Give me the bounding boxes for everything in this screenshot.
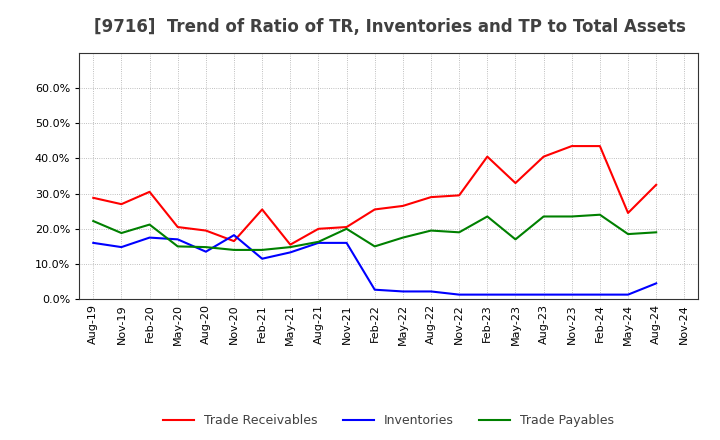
Inventories (595, 292, 604, 297)
Trade Receivables (258, 207, 266, 212)
Trade Receivables (117, 202, 126, 207)
Trade Receivables (314, 226, 323, 231)
Inventories (174, 237, 182, 242)
Trade Receivables (286, 242, 294, 247)
Inventories (624, 292, 632, 297)
Trade Receivables (174, 224, 182, 230)
Trade Payables (539, 214, 548, 219)
Trade Receivables (595, 143, 604, 149)
Trade Payables (595, 212, 604, 217)
Text: [9716]  Trend of Ratio of TR, Inventories and TP to Total Assets: [9716] Trend of Ratio of TR, Inventories… (94, 18, 685, 36)
Inventories (427, 289, 436, 294)
Trade Receivables (455, 193, 464, 198)
Trade Payables (567, 214, 576, 219)
Inventories (89, 240, 98, 246)
Trade Payables (202, 245, 210, 250)
Line: Inventories: Inventories (94, 235, 656, 295)
Inventories (483, 292, 492, 297)
Trade Payables (117, 231, 126, 236)
Legend: Trade Receivables, Inventories, Trade Payables: Trade Receivables, Inventories, Trade Pa… (158, 409, 619, 432)
Inventories (539, 292, 548, 297)
Trade Payables (455, 230, 464, 235)
Inventories (370, 287, 379, 292)
Inventories (286, 250, 294, 255)
Trade Receivables (230, 238, 238, 244)
Trade Payables (342, 226, 351, 231)
Trade Receivables (427, 194, 436, 200)
Trade Payables (314, 239, 323, 245)
Inventories (314, 240, 323, 246)
Inventories (399, 289, 408, 294)
Trade Payables (511, 237, 520, 242)
Trade Payables (624, 231, 632, 237)
Inventories (117, 245, 126, 250)
Trade Receivables (652, 182, 660, 187)
Trade Receivables (539, 154, 548, 159)
Inventories (455, 292, 464, 297)
Trade Receivables (145, 189, 154, 194)
Trade Payables (89, 218, 98, 224)
Trade Payables (427, 228, 436, 233)
Trade Receivables (342, 224, 351, 230)
Line: Trade Receivables: Trade Receivables (94, 146, 656, 245)
Trade Receivables (483, 154, 492, 159)
Trade Payables (652, 230, 660, 235)
Trade Receivables (89, 195, 98, 201)
Trade Payables (258, 247, 266, 253)
Inventories (145, 235, 154, 240)
Inventories (652, 281, 660, 286)
Inventories (342, 240, 351, 246)
Trade Receivables (624, 210, 632, 216)
Trade Payables (370, 244, 379, 249)
Trade Receivables (399, 203, 408, 209)
Inventories (511, 292, 520, 297)
Trade Receivables (202, 228, 210, 233)
Inventories (202, 249, 210, 254)
Line: Trade Payables: Trade Payables (94, 215, 656, 250)
Trade Receivables (567, 143, 576, 149)
Inventories (258, 256, 266, 261)
Trade Payables (399, 235, 408, 240)
Trade Receivables (370, 207, 379, 212)
Inventories (567, 292, 576, 297)
Trade Payables (145, 222, 154, 227)
Trade Payables (483, 214, 492, 219)
Trade Payables (286, 245, 294, 250)
Trade Payables (174, 244, 182, 249)
Trade Receivables (511, 180, 520, 186)
Trade Payables (230, 247, 238, 253)
Inventories (230, 232, 238, 238)
